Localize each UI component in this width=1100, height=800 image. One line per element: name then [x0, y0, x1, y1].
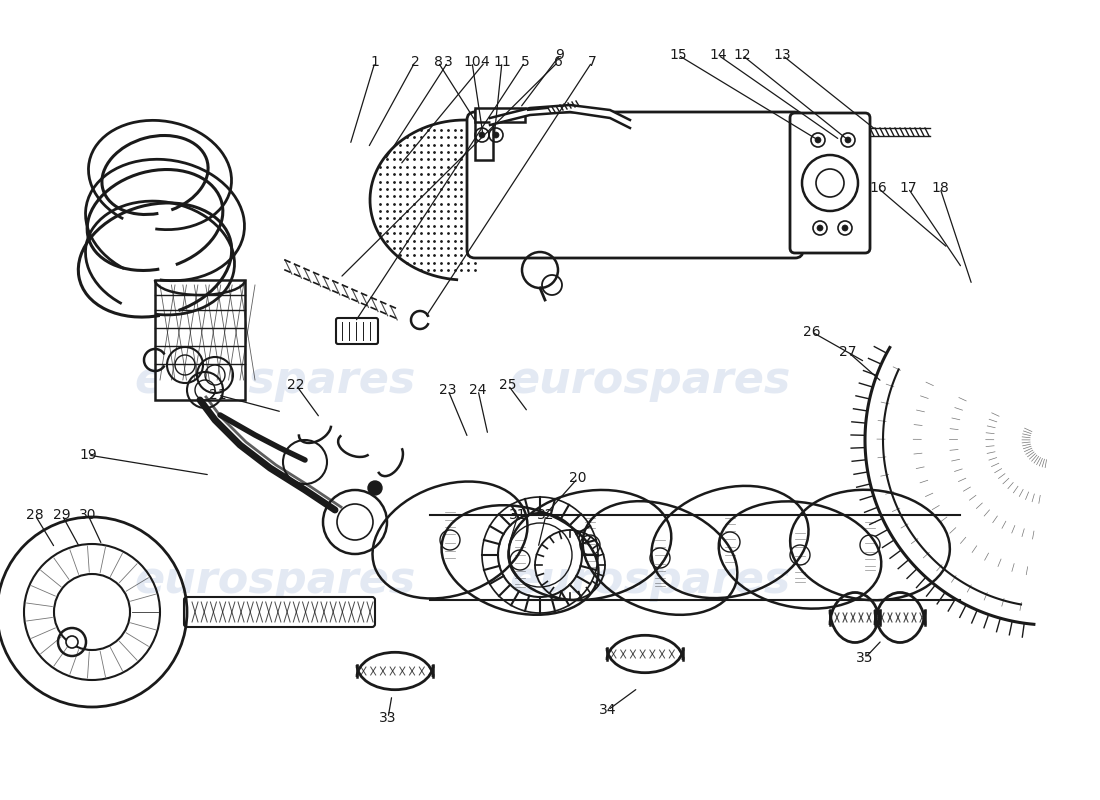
Bar — [475, 108, 525, 122]
Text: 28: 28 — [26, 508, 44, 522]
Text: 7: 7 — [587, 55, 596, 69]
Text: 31: 31 — [509, 508, 527, 522]
Text: 6: 6 — [553, 55, 562, 69]
Text: 17: 17 — [899, 181, 916, 195]
Text: 2: 2 — [410, 55, 419, 69]
Text: 11: 11 — [493, 55, 510, 69]
Text: 1: 1 — [371, 55, 380, 69]
Text: eurospares: eurospares — [509, 558, 791, 602]
Text: 27: 27 — [839, 345, 857, 359]
Text: 5: 5 — [520, 55, 529, 69]
Circle shape — [845, 137, 851, 143]
Circle shape — [817, 225, 823, 231]
Text: 10: 10 — [463, 55, 481, 69]
Text: 24: 24 — [470, 383, 486, 397]
Text: eurospares: eurospares — [509, 358, 791, 402]
Text: 21: 21 — [209, 388, 227, 402]
Circle shape — [478, 132, 485, 138]
Text: 3: 3 — [443, 55, 452, 69]
Text: 29: 29 — [53, 508, 70, 522]
Text: 34: 34 — [600, 703, 617, 717]
Text: 30: 30 — [79, 508, 97, 522]
Text: 22: 22 — [287, 378, 305, 392]
Text: 15: 15 — [669, 48, 686, 62]
Text: eurospares: eurospares — [134, 358, 416, 402]
Circle shape — [842, 225, 848, 231]
Text: 14: 14 — [710, 48, 727, 62]
Text: 35: 35 — [856, 651, 873, 665]
Circle shape — [493, 132, 499, 138]
FancyBboxPatch shape — [336, 318, 378, 344]
Text: 20: 20 — [570, 471, 586, 485]
Text: 16: 16 — [869, 181, 887, 195]
Text: 25: 25 — [499, 378, 517, 392]
Text: 12: 12 — [734, 48, 751, 62]
Text: 8: 8 — [433, 55, 442, 69]
FancyBboxPatch shape — [184, 597, 375, 627]
Text: 33: 33 — [379, 711, 397, 725]
Text: 9: 9 — [556, 48, 564, 62]
Text: 32: 32 — [537, 508, 554, 522]
Text: 13: 13 — [773, 48, 791, 62]
Text: 23: 23 — [439, 383, 456, 397]
Text: 4: 4 — [481, 55, 490, 69]
Circle shape — [368, 481, 382, 495]
Circle shape — [66, 636, 78, 648]
Bar — [475, 110, 493, 160]
Text: 26: 26 — [803, 325, 821, 339]
Text: 18: 18 — [931, 181, 949, 195]
FancyBboxPatch shape — [468, 112, 803, 258]
Text: eurospares: eurospares — [134, 558, 416, 602]
Bar — [155, 280, 245, 400]
Circle shape — [815, 137, 821, 143]
FancyBboxPatch shape — [790, 113, 870, 253]
Text: 19: 19 — [79, 448, 97, 462]
